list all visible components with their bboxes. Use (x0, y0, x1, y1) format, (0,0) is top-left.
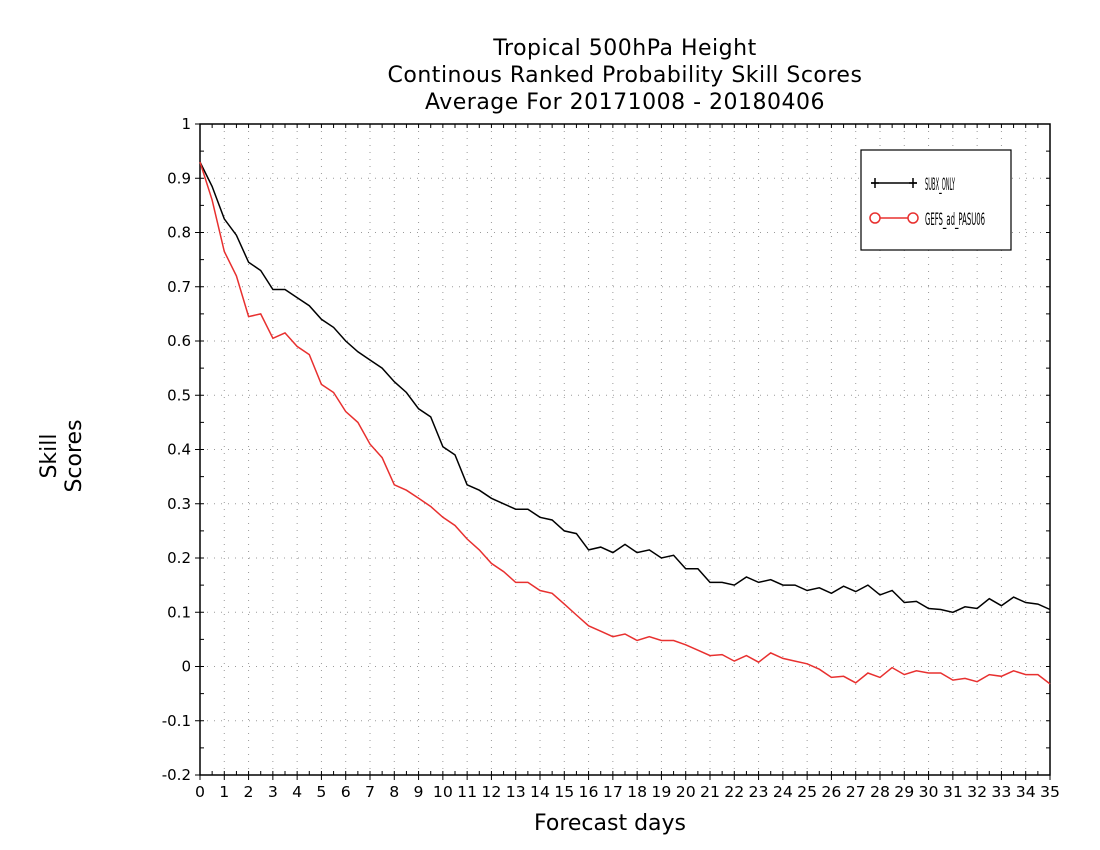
chart-title-line-1: Tropical 500hPa Height (493, 36, 757, 61)
x-tick-label: 14 (530, 783, 550, 801)
y-tick-label: 0.3 (167, 495, 191, 513)
x-tick-label: 24 (773, 783, 793, 801)
x-tick-label: 26 (821, 783, 841, 801)
x-tick-label: 15 (554, 783, 574, 801)
x-tick-label: 31 (943, 783, 963, 801)
legend-label: SUBX_ONLY (925, 175, 955, 195)
y-axis-label: Skill Scores (37, 419, 87, 493)
x-tick-label: 28 (870, 783, 890, 801)
series-lines (199, 161, 1051, 685)
x-tick-label: 25 (797, 783, 817, 801)
y-tick-label: 0.5 (167, 386, 191, 404)
x-tick-label: 10 (433, 783, 453, 801)
x-tick-label: 18 (627, 783, 647, 801)
legend-marker-circle (907, 212, 919, 224)
x-tick-label: 19 (651, 783, 671, 801)
x-tick-label: 9 (414, 783, 424, 801)
x-tick-label: 21 (700, 783, 720, 801)
x-tick-label: 30 (919, 783, 939, 801)
y-tick-label: 0.7 (167, 278, 191, 296)
y-tick-label: 0 (181, 658, 191, 676)
y-tick-label: 0.2 (167, 549, 191, 567)
y-tick-label: -0.1 (162, 712, 191, 730)
legend-marker-circle (869, 212, 881, 224)
x-tick-label: 13 (506, 783, 526, 801)
x-axis-ticks: 0 1 2 3 4 5 6 7 8 9 10 11 12 13 14 15 16 17 18 19 20 21 22 23 24… (195, 124, 1060, 801)
x-tick-label: 29 (894, 783, 914, 801)
x-tick-label: 2 (244, 783, 254, 801)
y-tick-label: -0.2 (162, 766, 191, 784)
x-tick-label: 35 (1040, 783, 1060, 801)
x-tick-label: 17 (603, 783, 623, 801)
legend-label: GEFS_ad_PASU06 (925, 210, 985, 230)
x-tick-label: 20 (676, 783, 696, 801)
x-tick-label: 34 (1016, 783, 1036, 801)
y-tick-label: 0.8 (167, 224, 191, 242)
series-line-gefs (199, 161, 1051, 685)
legend: SUBX_ONLY GEFS_ad_PASU06 (860, 149, 1012, 251)
chart-title-line-2: Continous Ranked Probability Skill Score… (387, 63, 863, 88)
x-axis-label: Forecast days (534, 811, 687, 836)
x-tick-label: 5 (316, 783, 326, 801)
x-tick-label: 27 (846, 783, 866, 801)
y-axis-ticks: -0.2 -0.1 0 0.1 0.2 0.3 0.4 0.5 0.6 0.7 0.8 0.9 1 (162, 115, 1050, 784)
x-tick-label: 22 (724, 783, 744, 801)
y-tick-label: 0.6 (167, 332, 191, 350)
x-tick-label: 0 (195, 783, 205, 801)
x-tick-label: 23 (749, 783, 769, 801)
x-tick-label: 33 (991, 783, 1011, 801)
y-tick-label: 0.1 (167, 603, 191, 621)
y-tick-label: 1 (181, 115, 191, 133)
x-tick-label: 32 (967, 783, 987, 801)
x-tick-label: 1 (219, 783, 229, 801)
series-line-subx-only (199, 161, 1051, 614)
x-tick-label: 3 (268, 783, 278, 801)
x-tick-label: 4 (292, 783, 302, 801)
y-tick-label: 0.9 (167, 169, 191, 187)
legend-box (860, 149, 1012, 251)
x-tick-label: 11 (457, 783, 477, 801)
x-tick-label: 8 (389, 783, 399, 801)
y-tick-label: 0.4 (167, 441, 191, 459)
chart-title-line-3: Average For 20171008 - 20180406 (424, 90, 826, 115)
x-tick-label: 7 (365, 783, 375, 801)
x-tick-label: 12 (481, 783, 501, 801)
x-tick-label: 6 (341, 783, 351, 801)
x-tick-label: 16 (579, 783, 599, 801)
